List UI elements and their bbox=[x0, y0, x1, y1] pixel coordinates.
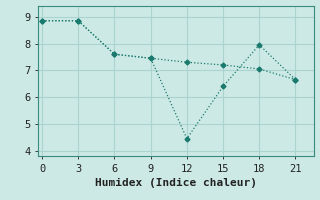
X-axis label: Humidex (Indice chaleur): Humidex (Indice chaleur) bbox=[95, 178, 257, 188]
